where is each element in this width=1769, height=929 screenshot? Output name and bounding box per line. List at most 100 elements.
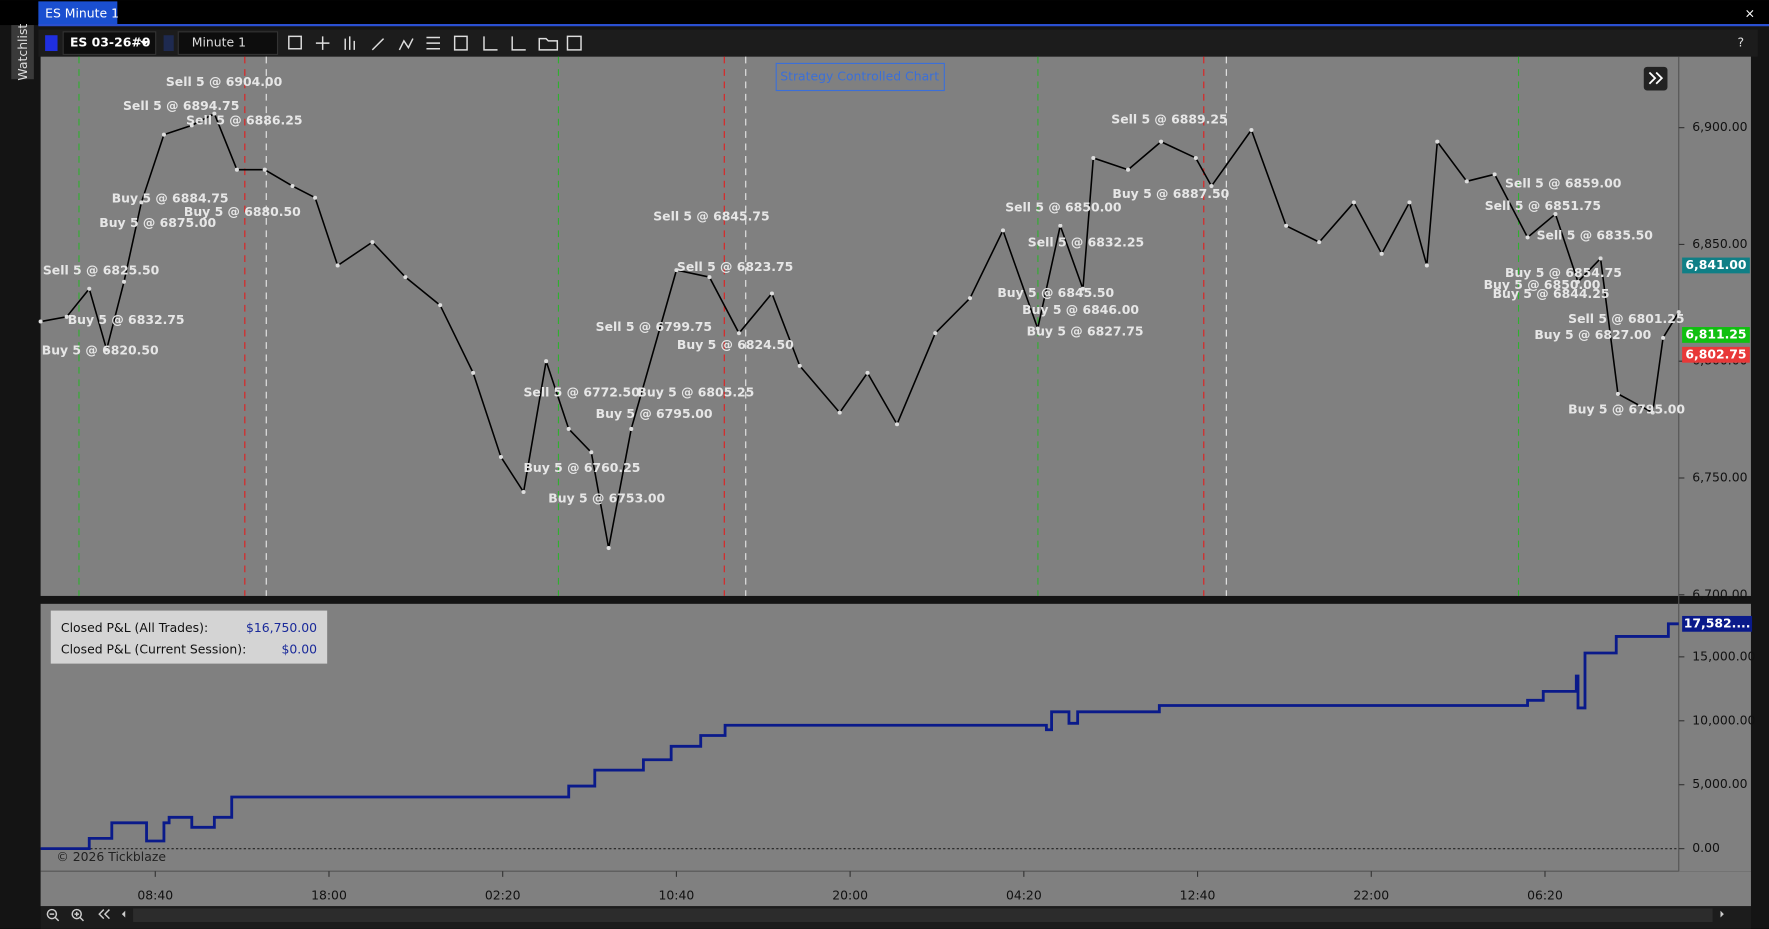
trade-label: Sell 5 @ 6801.25	[1568, 311, 1684, 326]
price-point	[1435, 139, 1440, 144]
price-point	[498, 454, 503, 460]
trade-label: Buy 5 @ 6875.00	[99, 215, 216, 230]
trade-label: Sell 5 @ 6894.75	[123, 98, 239, 113]
trade-label: Sell 5 @ 6845.75	[653, 208, 769, 223]
trade-label: Sell 5 @ 6832.25	[1028, 234, 1144, 249]
pnl-value: $16,750.00	[246, 620, 317, 635]
price-point	[234, 167, 239, 172]
symbol-box[interactable]	[62, 31, 157, 55]
trade-label: Buy 5 @ 6805.25	[637, 384, 754, 399]
price-point	[769, 291, 774, 296]
close-button[interactable]: ×	[1745, 5, 1755, 20]
price-point	[161, 132, 166, 137]
trade-label: Sell 5 @ 6825.50	[43, 263, 160, 278]
trade-label: Buy 5 @ 6844.25	[1493, 286, 1610, 301]
price-flag	[1682, 346, 1750, 363]
price-point	[438, 303, 443, 308]
trade-label: Sell 5 @ 6799.75	[596, 319, 712, 334]
y-tick-label: 0.00	[1692, 840, 1720, 855]
time-axis	[40, 871, 1751, 907]
tab[interactable]	[38, 1, 118, 26]
price-point	[1553, 212, 1558, 217]
price-point	[894, 422, 900, 427]
trade-label: Buy 5 @ 6795.00	[1568, 401, 1685, 416]
price-point	[629, 426, 634, 431]
y-tick-label: 6,850.00	[1692, 236, 1747, 251]
price-flag	[1682, 257, 1750, 274]
y-tick-label: 6,700.00	[1692, 586, 1747, 601]
trade-label: Buy 5 @ 6827.75	[1027, 323, 1144, 338]
price-point	[1249, 127, 1254, 133]
price-point	[1615, 391, 1620, 396]
price-point	[1058, 223, 1063, 228]
price-point	[1492, 172, 1497, 177]
trade-label: Sell 5 @ 6904.00	[166, 74, 283, 89]
price-point	[1676, 310, 1681, 315]
price-point	[1598, 256, 1603, 261]
x-tick-label: 22:00	[1353, 888, 1389, 903]
dropdown-arrow	[139, 40, 149, 46]
zoom-controls[interactable]	[46, 908, 110, 922]
x-tick-label: 18:00	[311, 888, 347, 903]
trade-label: Sell 5 @ 6851.75	[1485, 198, 1601, 213]
price-point	[1080, 286, 1085, 291]
price-point	[1000, 228, 1006, 233]
price-flag-label: 6,841.00	[1685, 257, 1747, 272]
copyright: © 2026 Tickblaze	[56, 849, 166, 864]
price-point	[1317, 240, 1322, 245]
scroll-track[interactable]	[133, 908, 1713, 922]
price-flag-label: 6,811.25	[1685, 326, 1746, 341]
y-tick-label: 6,750.00	[1692, 469, 1747, 484]
trade-label: Buy 5 @ 6795.00	[596, 406, 713, 421]
price-point	[212, 111, 217, 116]
plots: 6,700.006,750.006,800.006,850.006,900.00…	[38, 74, 1756, 903]
toolbar-icons[interactable]	[288, 35, 582, 51]
price-point	[262, 167, 267, 172]
pnl-box	[50, 610, 328, 664]
price-point	[121, 279, 127, 284]
price-point	[1035, 326, 1040, 331]
tab-title: ES Minute 1	[45, 5, 119, 20]
price-point	[837, 410, 842, 415]
trade-label: Buy 5 @ 6846.00	[1022, 302, 1139, 317]
color-swatch[interactable]	[45, 35, 58, 52]
y-tick-label: 6,900.00	[1692, 119, 1747, 134]
price-point	[1379, 251, 1384, 256]
trade-label: Buy 5 @ 6880.50	[184, 204, 301, 219]
price-point	[589, 450, 594, 455]
y-tick-label: 5,000.00	[1692, 776, 1747, 791]
trade-label: Sell 5 @ 6889.25	[1111, 111, 1227, 126]
price-point	[797, 363, 802, 368]
price-point	[38, 319, 43, 324]
price-point	[1126, 167, 1131, 172]
trade-label: Sell 5 @ 6823.75	[677, 259, 793, 274]
y-tick-label: 10,000.00	[1692, 712, 1755, 727]
x-tick-label: 02:20	[485, 888, 521, 903]
trade-label: Sell 5 @ 6835.50	[1537, 228, 1654, 243]
price-point	[1575, 279, 1581, 284]
trade-label: Sell 5 @ 6772.50	[523, 384, 640, 399]
trade-label: Sell 5 @ 6886.25	[186, 112, 302, 127]
price-point	[370, 240, 375, 245]
price-point	[139, 200, 144, 205]
price-point	[736, 331, 741, 336]
price-flag	[1682, 327, 1750, 343]
trade-label: Buy 5 @ 6854.75	[1505, 265, 1622, 280]
session-markers	[78, 56, 1520, 596]
price-flag-label: 6,802.75	[1685, 346, 1746, 361]
help[interactable]: ?	[1737, 35, 1744, 50]
price-point	[1284, 223, 1289, 228]
timeframe-box[interactable]	[177, 31, 279, 55]
trade-label: Buy 5 @ 6753.00	[548, 490, 665, 505]
price-panel	[40, 56, 1751, 596]
x-tick-label: 12:40	[1180, 888, 1216, 903]
price-point	[290, 184, 295, 189]
price-point	[1464, 179, 1469, 184]
price-point	[403, 275, 408, 280]
color-swatch[interactable]	[163, 35, 174, 52]
x-tick-label: 04:20	[1006, 888, 1042, 903]
price-point	[674, 268, 679, 273]
sidebar-tab[interactable]	[11, 25, 34, 80]
